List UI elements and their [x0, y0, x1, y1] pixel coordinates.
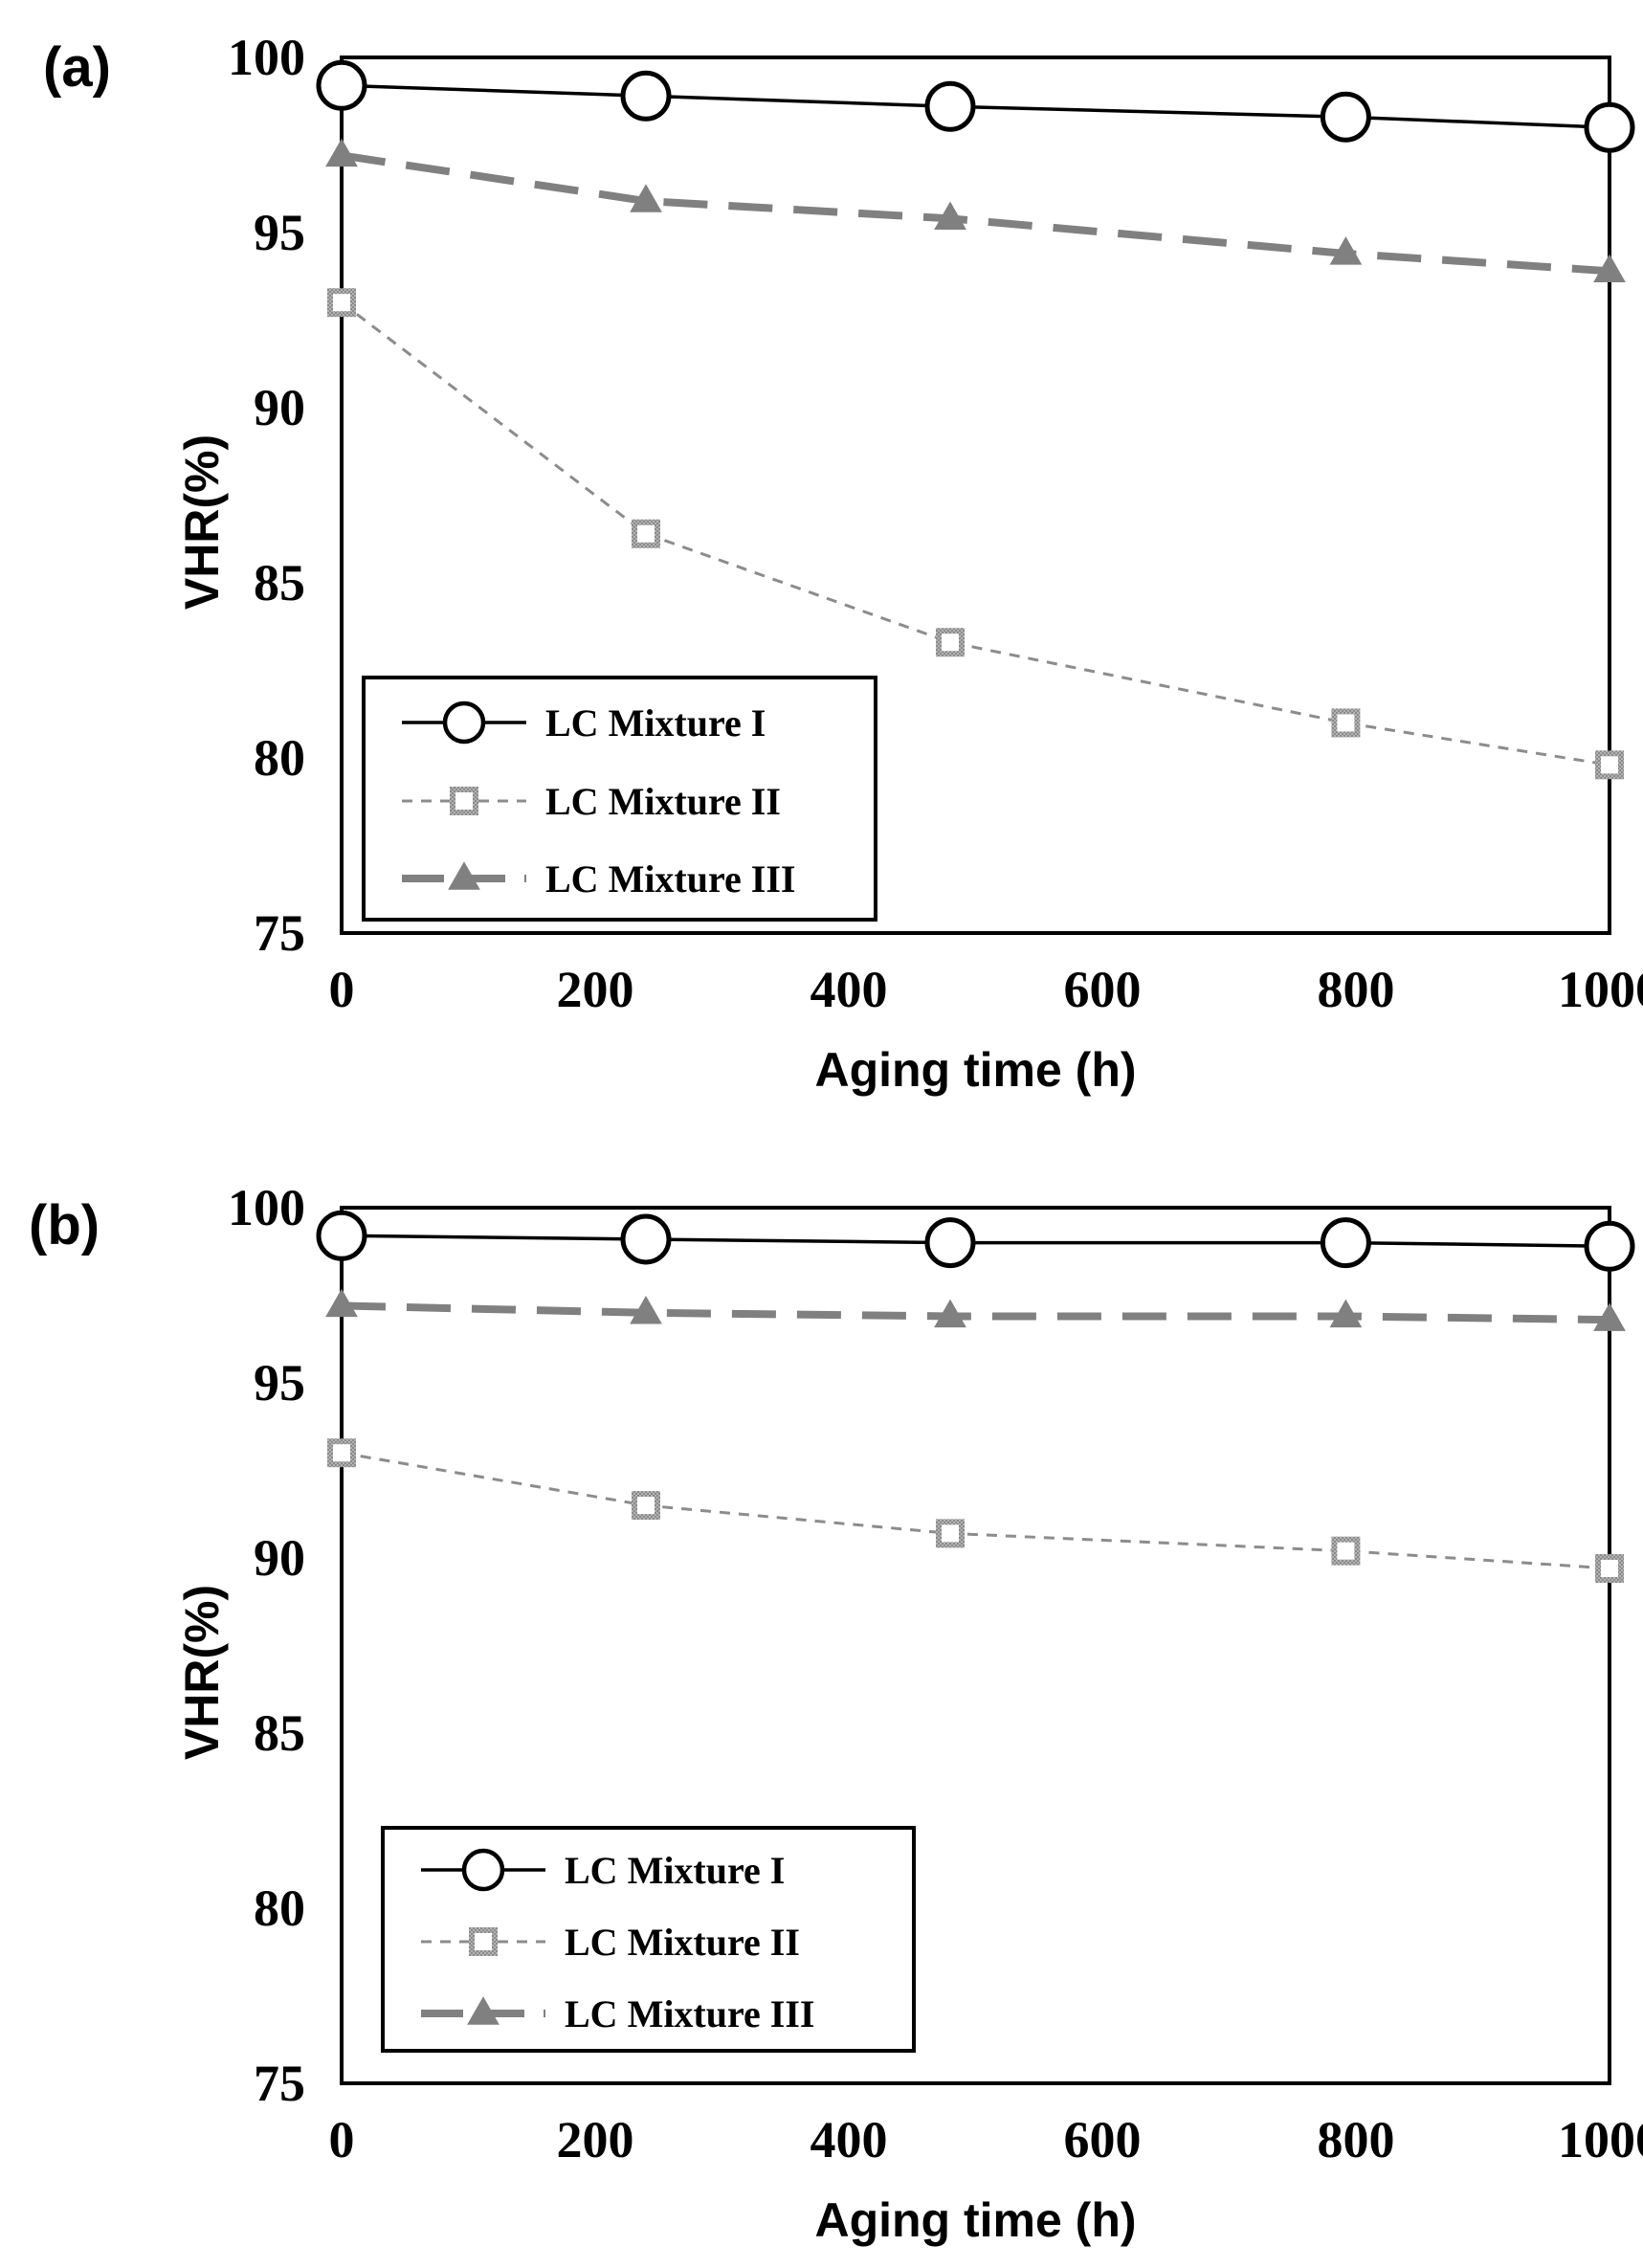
- data-point-square: [327, 1438, 356, 1468]
- plot-area-frame: [340, 1206, 1611, 2085]
- data-point-circle: [1320, 1217, 1371, 1269]
- y-tick-label: 85: [254, 554, 305, 611]
- x-tick-label: 200: [557, 961, 634, 1018]
- data-point-triangle: [325, 1288, 358, 1318]
- legend-marker-triangle: [467, 1996, 500, 2025]
- x-tick-label: 600: [1064, 961, 1142, 1018]
- data-point-circle: [924, 80, 976, 132]
- data-point-triangle: [1593, 1302, 1626, 1331]
- x-tick-label: 400: [810, 961, 888, 1018]
- y-tick-label: 100: [228, 29, 305, 86]
- panel-b: (b)758085909510002004006008001000Aging t…: [29, 1179, 1643, 2247]
- data-point-triangle: [630, 184, 662, 212]
- x-tick-label: 0: [329, 2111, 355, 2168]
- data-point-triangle: [1329, 236, 1363, 265]
- series-line-lc-mixture-iii: [341, 1301, 1610, 1324]
- legend-marker-circle: [461, 1848, 505, 1892]
- series-line-lc-mixture-ii: [341, 301, 1610, 767]
- plot-area-frame: [340, 56, 1611, 935]
- series-line-lc-mixture-iii: [341, 151, 1610, 276]
- series-line-lc-mixture-ii: [341, 1451, 1610, 1570]
- y-tick-label: 95: [254, 204, 305, 261]
- legend-label: LC Mixture I: [565, 1849, 785, 1892]
- data-point-triangle: [630, 1295, 662, 1324]
- y-tick-label: 75: [254, 904, 305, 962]
- data-point-triangle: [934, 201, 966, 231]
- x-tick-label: 0: [329, 961, 355, 1018]
- data-point-circle: [924, 1217, 976, 1269]
- data-point-triangle: [934, 1299, 966, 1328]
- y-axis-title: VHR(%): [175, 1585, 229, 1760]
- data-point-circle: [620, 1213, 672, 1265]
- legend-label: LC Mixture I: [545, 701, 766, 745]
- y-axis-title: VHR(%): [175, 434, 229, 610]
- data-point-square: [936, 1519, 965, 1548]
- legend-label: LC Mixture II: [545, 780, 781, 823]
- legend-marker-square: [469, 1927, 498, 1956]
- legend-marker-square: [450, 787, 478, 815]
- y-tick-label: 90: [254, 1529, 305, 1587]
- x-tick-label: 400: [810, 2111, 888, 2168]
- data-point-circle: [1320, 91, 1371, 143]
- data-point-circle: [1584, 1220, 1635, 1272]
- data-point-triangle: [1329, 1299, 1363, 1328]
- x-axis-title: Aging time (h): [814, 1043, 1136, 1097]
- legend-label: LC Mixture III: [545, 857, 795, 901]
- x-axis-title: Aging time (h): [814, 2193, 1136, 2247]
- y-tick-label: 85: [254, 1704, 305, 1762]
- panel-label: (b): [29, 1194, 100, 1256]
- legend-marker-triangle: [448, 861, 480, 890]
- y-tick-label: 80: [254, 1879, 305, 1937]
- x-tick-label: 800: [1318, 2111, 1395, 2168]
- y-tick-label: 90: [254, 379, 305, 436]
- x-tick-label: 200: [557, 2111, 634, 2168]
- x-tick-label: 600: [1064, 2111, 1142, 2168]
- data-point-triangle: [325, 138, 358, 167]
- data-point-circle: [316, 59, 367, 111]
- data-point-circle: [620, 70, 672, 122]
- legend-label: LC Mixture III: [565, 1992, 814, 2035]
- legend-box: [362, 676, 877, 922]
- panel-a: (a)758085909510002004006008001000Aging t…: [43, 29, 1643, 1097]
- data-point-triangle: [1593, 254, 1626, 282]
- data-point-circle: [1584, 101, 1635, 153]
- y-tick-label: 95: [254, 1354, 305, 1412]
- legend-label: LC Mixture II: [565, 1921, 800, 1964]
- y-tick-label: 75: [254, 2055, 305, 2112]
- data-point-square: [1331, 708, 1361, 738]
- y-tick-label: 80: [254, 729, 305, 787]
- data-point-square: [1595, 750, 1624, 780]
- legend-marker-circle: [442, 700, 486, 745]
- data-point-square: [936, 628, 965, 657]
- data-point-square: [1595, 1553, 1624, 1583]
- data-point-square: [327, 288, 356, 318]
- panel-label: (a): [43, 36, 111, 99]
- series-line-lc-mixture-i: [341, 1234, 1610, 1249]
- data-point-circle: [316, 1210, 367, 1261]
- y-tick-label: 100: [228, 1179, 305, 1236]
- data-point-square: [632, 519, 660, 548]
- x-tick-label: 800: [1318, 961, 1395, 1018]
- data-point-square: [632, 1491, 660, 1521]
- data-point-square: [1331, 1536, 1361, 1566]
